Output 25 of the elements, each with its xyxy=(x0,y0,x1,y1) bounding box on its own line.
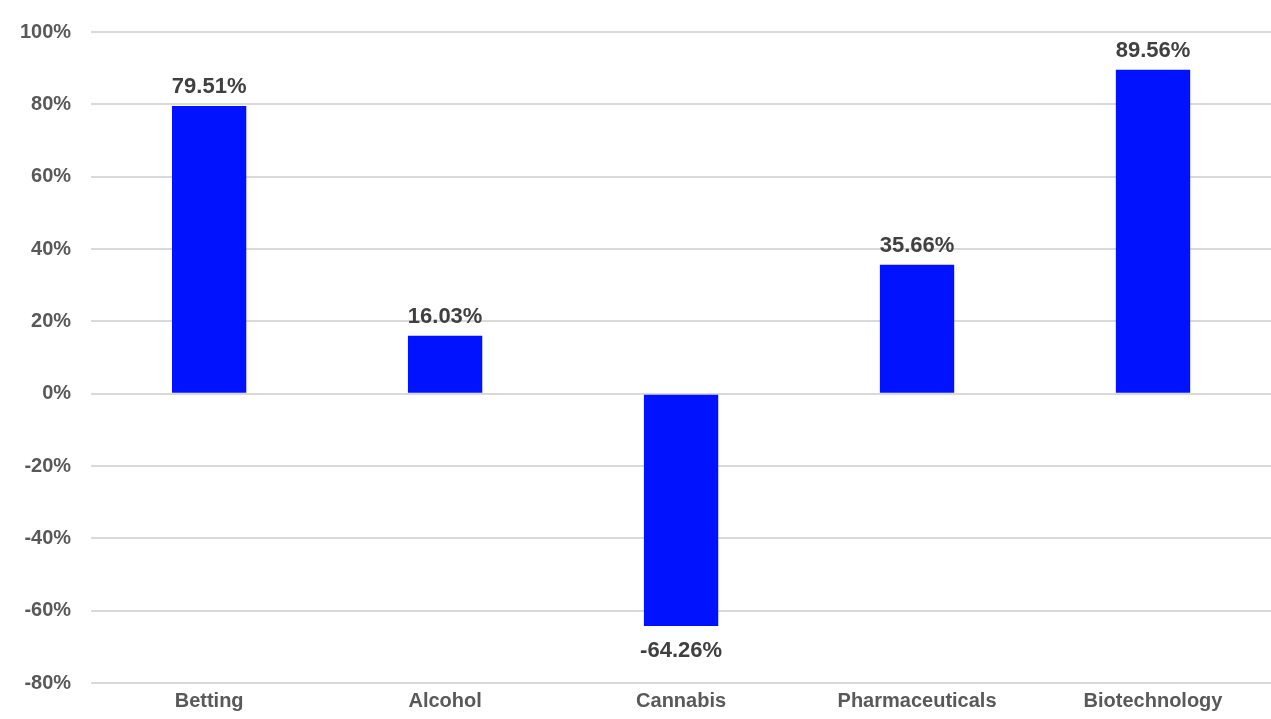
y-tick-label: 80% xyxy=(31,91,72,114)
bar xyxy=(1115,69,1191,393)
y-tick-label: -80% xyxy=(24,670,72,693)
x-tick-label: Pharmaceuticals xyxy=(837,688,997,711)
y-tick-label: -40% xyxy=(24,525,72,548)
y-tick-label: 60% xyxy=(31,164,72,187)
y-tick-label: 100% xyxy=(20,19,72,42)
y-tick-label: 20% xyxy=(31,308,72,331)
data-label: 89.56% xyxy=(1115,36,1191,62)
x-tick-label: Betting xyxy=(174,688,244,711)
bar xyxy=(879,264,955,393)
y-tick-label: -60% xyxy=(24,598,72,621)
y-tick-label: -20% xyxy=(24,453,72,476)
y-tick-label: 40% xyxy=(31,236,72,259)
data-label: 16.03% xyxy=(407,302,483,328)
bar xyxy=(171,106,247,393)
x-tick-label: Biotechnology xyxy=(1083,688,1224,711)
data-label: -64.26% xyxy=(640,637,723,663)
x-tick-label: Cannabis xyxy=(636,688,727,711)
data-label: 35.66% xyxy=(879,231,955,257)
bar xyxy=(643,394,719,627)
x-tick-label: Alcohol xyxy=(408,688,482,711)
y-tick-label: 0% xyxy=(42,381,72,404)
data-label: 79.51% xyxy=(171,73,247,99)
bar xyxy=(407,335,483,393)
